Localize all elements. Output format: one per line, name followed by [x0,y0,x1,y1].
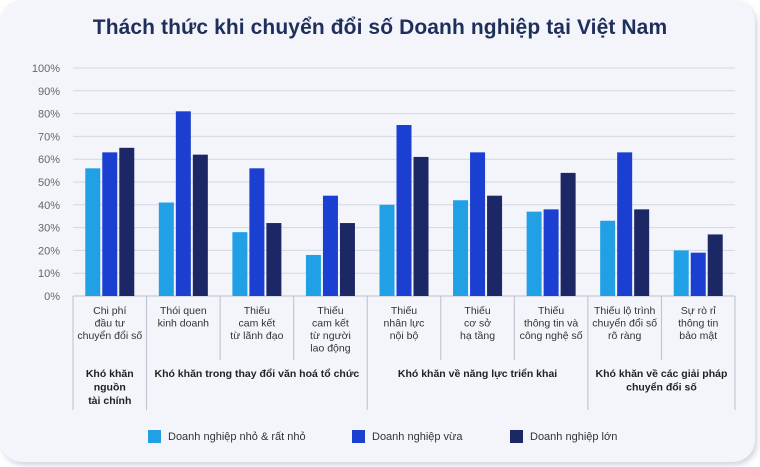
legend-label: Doanh nghiệp nhỏ & rất nhỏ [168,430,306,443]
category-label: nhân lực [384,318,425,330]
category-label: từ người [310,330,351,342]
bar [634,209,650,296]
bars-layer [85,111,723,296]
bar [102,152,118,296]
category-label: bảo mật [679,330,717,342]
bar [322,195,338,296]
bar [379,204,395,296]
category-label: Thiếu [464,305,490,317]
legend-item: Doanh nghiệp vừa [352,430,463,443]
bar [192,154,208,296]
legend-swatch [510,430,523,443]
bar [158,202,174,296]
category-label: cam kết [239,318,276,330]
bar [339,223,355,296]
bar [85,168,101,296]
y-tick-label: 60% [38,154,60,166]
bar [470,152,486,296]
bar [673,250,689,296]
group-label: Khó khăn trong thay đổi văn hoá tổ chức [154,368,359,380]
category-label: đầu tư [95,318,125,330]
category-label: thông tin [678,318,718,330]
y-tick-label: 40% [38,200,60,212]
category-label: cam kết [312,318,349,330]
legend-swatch [352,430,365,443]
y-tick-label: 20% [38,245,60,257]
y-tick-label: 50% [38,177,60,189]
legend-label: Doanh nghiệp lớn [530,430,618,443]
legend-swatch [148,430,161,443]
group-label: Khó khăn về năng lực triển khai [398,368,557,380]
group-label: tài chính [88,395,131,407]
bar [487,195,503,296]
category-label: từ lãnh đạo [230,330,283,342]
bar [707,234,723,296]
group-label: nguồn [94,382,126,394]
legend-label: Doanh nghiệp vừa [372,430,463,443]
category-label: thông tin và [524,318,578,330]
bar [119,147,135,296]
category-label: Chi phí [93,305,126,317]
category-label: công nghệ số [520,330,583,342]
labels-layer: 0% 10% 20% 30% 40% 50% 60% 70% 80% 90% 100% Chi phí… [32,63,728,407]
bar [560,172,576,296]
bar [266,223,282,296]
category-label: kinh doanh [158,318,210,330]
y-tick-label: 10% [38,268,60,280]
legend: Doanh nghiệp nhỏ & rất nhỏ Doanh nghiệp v… [0,430,760,450]
category-label: Thiếu lộ trình [594,305,655,317]
category-label: chuyển đổi số [77,330,142,342]
y-tick-label: 90% [38,86,60,98]
bar [396,125,412,296]
category-label: nội bộ [390,330,419,342]
category-label: Thiếu [244,305,270,317]
y-tick-label: 80% [38,109,60,121]
group-label: chuyển đổi số [626,382,697,394]
bar [617,152,633,296]
y-tick-label: 100% [32,63,60,75]
bar [526,211,542,296]
category-label: Thiếu [538,305,564,317]
y-tick-label: 30% [38,223,60,235]
bar [413,156,429,296]
category-label: cơ sở [464,318,491,330]
category-label: Thiếu [317,305,343,317]
bar [543,209,559,296]
category-label: Thói quen [160,305,207,317]
legend-item: Doanh nghiệp lớn [510,430,617,443]
legend-item: Doanh nghiệp nhỏ & rất nhỏ [148,430,306,443]
category-label: hạ tầng [460,330,495,342]
y-tick-label: 70% [38,131,60,143]
category-label: Thiếu [391,305,417,317]
bar [232,232,248,296]
category-label: Sự rò rỉ [681,305,717,317]
bar [600,220,616,296]
category-label: chuyển đổi số [592,318,657,330]
category-label: rõ ràng [608,330,641,342]
bar [453,200,469,296]
group-label: Khó khăn về các giải pháp [596,368,728,380]
group-label: Khó khăn [86,368,134,380]
chart-title: Thách thức khi chuyển đổi số Doanh nghiệ… [92,16,668,39]
bar [305,254,321,296]
bar [175,111,191,296]
y-tick-label: 0% [44,291,60,303]
category-label: lao động [310,343,350,355]
bar [249,168,265,296]
bar [690,252,706,296]
